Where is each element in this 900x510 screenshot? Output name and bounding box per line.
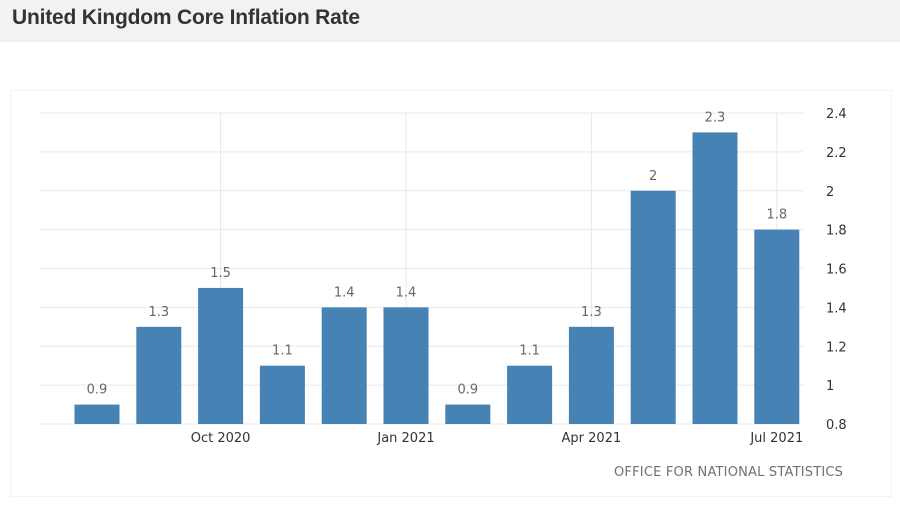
- y-axis-tick-labels: 0.8 1 1.2 1.4 1.6 1.8 2 2.2 2.4: [826, 107, 847, 433]
- bar-value-label: 2.3: [705, 110, 726, 125]
- bar-value-label: 0.9: [87, 383, 108, 398]
- bar: [383, 307, 429, 424]
- page-header: United Kingdom Core Inflation Rate: [0, 0, 900, 42]
- bar: [692, 132, 738, 424]
- bar: [321, 307, 367, 424]
- bar-value-label: 1.4: [396, 285, 417, 300]
- bar-value-label: 1.1: [519, 344, 540, 359]
- bar-value-label: 1.8: [766, 208, 787, 223]
- bar: [630, 190, 676, 424]
- y-tick-label: 1.4: [826, 301, 847, 316]
- y-tick-label: 2: [826, 185, 834, 200]
- x-axis-tick-labels: Oct 2020 Jan 2021 Apr 2021 Jul 2021: [191, 431, 804, 446]
- source-label: OFFICE FOR NATIONAL STATISTICS: [614, 465, 844, 480]
- bar: [136, 326, 182, 424]
- x-tick-label: Jan 2021: [376, 431, 434, 446]
- bar-series: [74, 132, 800, 424]
- y-tick-label: 1: [826, 379, 834, 394]
- bar-value-label: 1.3: [148, 305, 169, 320]
- bar-value-label: 2: [649, 169, 657, 184]
- x-tick-label: Jul 2021: [749, 431, 803, 446]
- page-title: United Kingdom Core Inflation Rate: [12, 6, 360, 29]
- bar-value-label: 1.5: [210, 266, 231, 281]
- x-tick-label: Oct 2020: [191, 431, 251, 446]
- bar: [445, 404, 491, 424]
- bar-value-labels: 0.9 1.3 1.5 1.1 1.4 1.4 0.9 1.1 1.3 2 2.3 1.8: [87, 110, 787, 397]
- y-tick-label: 0.8: [826, 418, 847, 433]
- y-tick-label: 1.8: [826, 224, 847, 239]
- bar: [259, 365, 305, 424]
- bar: [568, 326, 614, 424]
- bar-value-label: 0.9: [457, 383, 478, 398]
- y-tick-label: 1.6: [826, 263, 847, 278]
- bar: [198, 287, 244, 424]
- bar-value-label: 1.1: [272, 344, 293, 359]
- bar: [507, 365, 553, 424]
- x-tick-label: Apr 2021: [562, 431, 622, 446]
- bar-value-label: 1.3: [581, 305, 602, 320]
- y-tick-label: 1.2: [826, 340, 847, 355]
- bar-value-label: 1.4: [334, 285, 355, 300]
- chart-frame: [10, 90, 892, 497]
- grid-lines: [40, 112, 803, 425]
- bar: [74, 404, 120, 424]
- bar: [754, 229, 800, 424]
- y-tick-label: 2.4: [826, 107, 847, 122]
- y-tick-label: 2.2: [826, 146, 847, 161]
